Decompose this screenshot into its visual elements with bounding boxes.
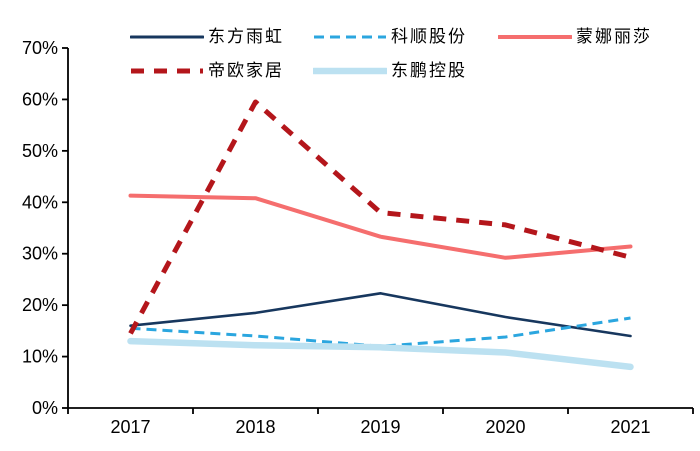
x-axis-label: 2019: [360, 417, 400, 437]
series-line-东方雨虹: [129, 291, 632, 338]
y-axis-label: 30%: [22, 244, 58, 264]
legend-swatch-solid-line: [498, 35, 572, 39]
legend-item: 帝欧家居: [130, 59, 284, 83]
legend-item: 东鹏控股: [313, 59, 467, 83]
y-axis-label: 10%: [22, 347, 58, 367]
legend-item: 东方雨虹: [130, 25, 284, 49]
series-line-帝欧家居: [128, 99, 632, 335]
legend-swatch-dashed-line: [314, 35, 386, 39]
series-line-东鹏控股: [127, 337, 634, 371]
legend-item: 科顺股份: [313, 25, 467, 49]
series-line-蒙娜丽莎: [128, 193, 633, 260]
y-axis-label: 50%: [22, 141, 58, 161]
y-axis-label: 20%: [22, 295, 58, 315]
y-axis-label: 40%: [22, 192, 58, 212]
y-axis-label: 70%: [22, 38, 58, 58]
x-axis-label: 2020: [485, 417, 525, 437]
y-axis-label: 60%: [22, 89, 58, 109]
legend-swatch-dashed-line: [131, 68, 203, 74]
legend-label: 科顺股份: [391, 27, 467, 47]
x-axis-label: 2017: [110, 417, 150, 437]
legend-swatch-solid-line: [313, 67, 387, 75]
legend-label: 蒙娜丽莎: [576, 27, 652, 47]
legend-swatch-solid-line: [130, 35, 204, 39]
series-line-科顺股份: [130, 316, 631, 348]
legend-label: 东方雨虹: [208, 27, 284, 47]
y-axis-label: 0%: [32, 398, 58, 418]
x-axis-label: 2021: [610, 417, 650, 437]
legend-label: 帝欧家居: [208, 61, 284, 81]
axes: [67, 48, 693, 409]
legend-label: 东鹏控股: [391, 61, 467, 81]
x-axis-label: 2018: [235, 417, 275, 437]
legend-item: 蒙娜丽莎: [498, 25, 652, 49]
